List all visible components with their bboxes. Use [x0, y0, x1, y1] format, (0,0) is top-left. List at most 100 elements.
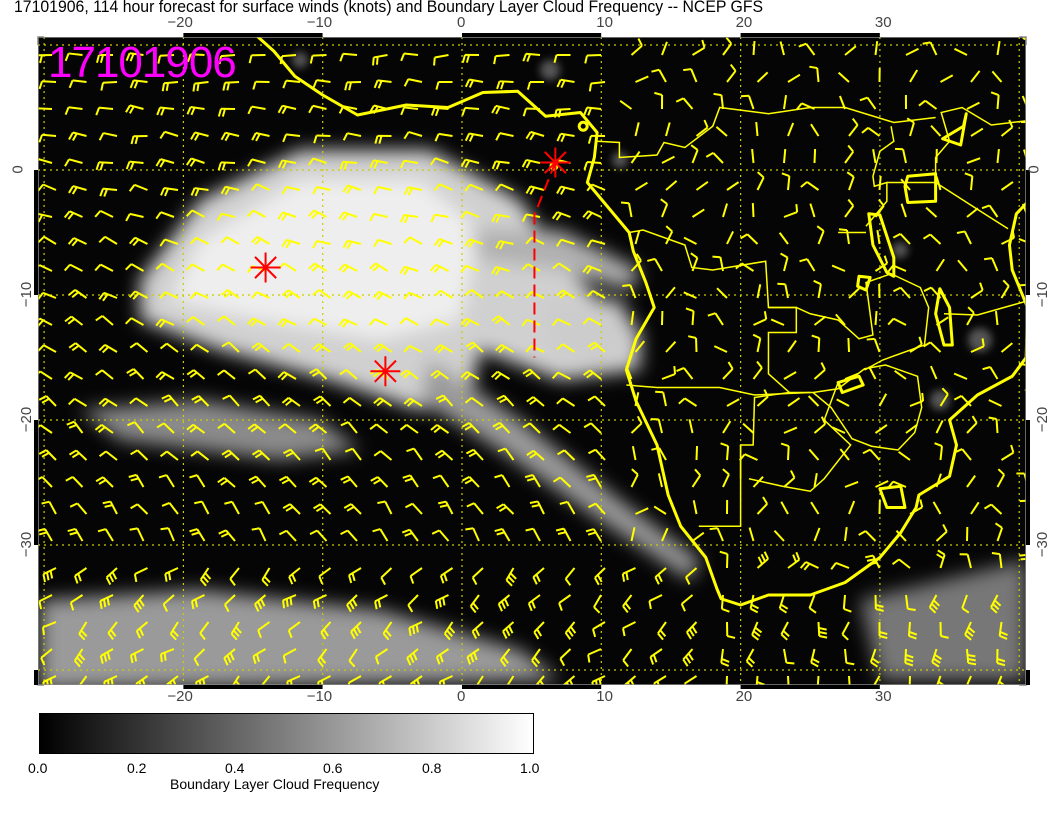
wind-barb — [650, 418, 663, 434]
coastlines — [255, 37, 1026, 607]
wind-barb — [935, 473, 942, 488]
wind-barb — [155, 371, 175, 381]
wind-barb — [437, 500, 454, 515]
wind-barb — [810, 123, 820, 137]
wind-barb — [466, 502, 484, 515]
wind-barb — [874, 310, 878, 326]
wind-barb — [930, 124, 942, 137]
wind-barb — [125, 52, 144, 62]
wind-barb — [129, 648, 144, 664]
wind-barb — [278, 475, 297, 488]
lon-tick-bottom: 30 — [874, 688, 892, 705]
wind-barb — [217, 107, 236, 117]
wind-barb — [460, 371, 480, 381]
wind-barb — [129, 79, 148, 89]
wind-barb — [190, 594, 205, 610]
wind-barb — [799, 561, 819, 571]
wind-barb — [338, 105, 358, 114]
wind-barb — [38, 291, 57, 300]
wind-barb — [38, 395, 57, 407]
wind-barb — [309, 529, 328, 542]
wind-barb — [925, 206, 938, 218]
wind-barb — [252, 80, 270, 90]
wind-barb — [683, 291, 697, 299]
wind-barb — [751, 202, 755, 218]
wind-barb — [317, 648, 328, 668]
wind-barb — [634, 340, 646, 353]
frame-bar — [34, 420, 38, 545]
wind-barb — [533, 621, 545, 640]
wind-barb — [837, 71, 850, 83]
wind-barb — [665, 341, 677, 353]
wind-barb — [556, 397, 576, 407]
wind-barb — [720, 594, 730, 613]
wind-barb — [905, 47, 919, 56]
wind-barb — [809, 203, 816, 218]
wind-barb — [95, 161, 114, 171]
wind-barb — [220, 236, 240, 245]
lake-outline — [878, 484, 907, 509]
wind-barb — [248, 54, 266, 64]
wind-barb — [373, 450, 393, 461]
wind-barb — [199, 567, 212, 587]
wind-barb — [406, 648, 419, 666]
wind-barb — [556, 343, 576, 353]
wind-barb — [68, 185, 87, 195]
frame-bar — [34, 670, 38, 685]
wind-barb — [653, 505, 667, 515]
wind-barb — [909, 69, 919, 83]
wind-barb — [900, 203, 907, 218]
wind-barb — [307, 317, 327, 326]
wind-barb — [98, 132, 118, 141]
wind-barb — [931, 648, 942, 668]
frame-bar — [34, 45, 38, 170]
wind-barb — [399, 265, 419, 276]
wind-barb — [838, 228, 850, 245]
wind-barb — [838, 95, 846, 110]
wind-barb — [531, 648, 541, 668]
wind-barb — [996, 468, 1006, 488]
wind-barb — [38, 212, 53, 223]
wind-barb — [159, 450, 179, 461]
lat-tick-right: −20 — [1034, 406, 1052, 433]
wind-barb — [755, 121, 759, 137]
wind-barb — [460, 264, 480, 273]
wind-barb — [904, 648, 914, 667]
wind-barb — [900, 178, 911, 191]
wind-barb — [665, 225, 674, 245]
wind-barb — [156, 106, 175, 116]
wind-barb — [221, 341, 240, 353]
wind-barb — [128, 236, 148, 247]
wind-barb — [40, 648, 53, 666]
wind-barb — [189, 291, 209, 300]
wind-barb — [494, 474, 511, 488]
wind-barb — [521, 158, 541, 169]
wind-barb — [502, 621, 515, 639]
wind-barb — [753, 311, 768, 326]
wind-barb — [73, 567, 88, 584]
wind-barb — [339, 369, 358, 380]
wind-barb — [254, 594, 267, 612]
wind-barb — [874, 40, 879, 56]
wind-barb — [665, 122, 671, 137]
frame-bar — [322, 685, 462, 689]
wind-barb — [630, 415, 643, 434]
wind-barb — [246, 317, 266, 327]
wind-barb — [218, 54, 236, 65]
wind-barb — [813, 416, 827, 434]
wind-barb — [73, 648, 86, 668]
wind-barb — [344, 81, 362, 91]
wind-barb — [342, 132, 362, 141]
wind-barb — [582, 210, 602, 220]
wind-barb — [38, 107, 53, 112]
wind-barb — [161, 501, 179, 515]
frame-bar — [1026, 545, 1030, 670]
wind-barb — [189, 236, 209, 245]
wind-barb — [403, 186, 423, 196]
wind-barb — [709, 527, 724, 542]
wind-barb — [935, 523, 948, 542]
wind-barb — [726, 398, 740, 407]
wind-barb — [748, 527, 755, 542]
wind-barb — [185, 157, 205, 167]
wind-barb — [230, 621, 242, 641]
